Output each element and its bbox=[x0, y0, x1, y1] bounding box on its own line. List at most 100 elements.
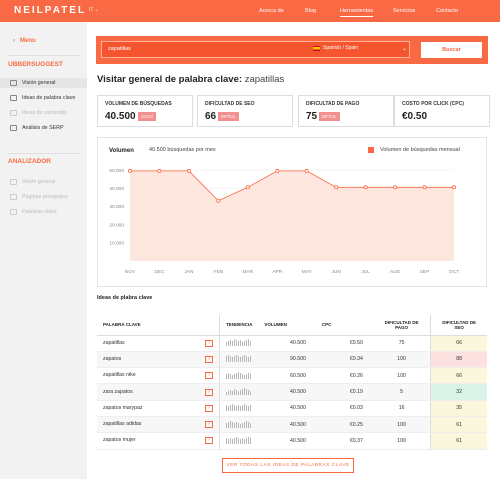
open-trend-icon[interactable]: › bbox=[205, 339, 214, 347]
nav-link-0[interactable]: Acerca de bbox=[259, 8, 284, 14]
metric-card-2: DIFICULTAD DE PAGO 75 DIFÍCIL bbox=[298, 95, 394, 127]
volume-cell: 90.500 bbox=[258, 351, 316, 369]
data-point[interactable] bbox=[245, 185, 250, 190]
open-trend-icon[interactable]: › bbox=[205, 388, 214, 396]
keyword-cell[interactable]: zara zapatos › bbox=[97, 383, 220, 401]
x-tick-label: MAY bbox=[302, 269, 313, 275]
trend-cell bbox=[219, 432, 259, 450]
nav-link-4[interactable]: Contacto bbox=[436, 8, 459, 14]
paid-difficulty-cell: 16 bbox=[372, 400, 431, 417]
table-row[interactable]: zapatillas › 40.500 €0.50 75 66 bbox=[97, 335, 487, 352]
data-point[interactable] bbox=[186, 168, 191, 173]
data-point[interactable] bbox=[451, 185, 456, 190]
page-title-keyword: zapatillas bbox=[244, 74, 285, 85]
keyword-cell[interactable]: zapatillas adidas › bbox=[97, 416, 220, 434]
data-point[interactable] bbox=[216, 198, 221, 203]
keyword-cell[interactable]: zapatos mujer › bbox=[97, 432, 220, 450]
search-button[interactable]: Buscar bbox=[421, 42, 482, 58]
open-trend-icon[interactable]: › bbox=[205, 421, 214, 429]
language-switch[interactable]: IT ⌄ bbox=[89, 7, 99, 13]
keyword-cell[interactable]: zapatillas › bbox=[97, 335, 220, 352]
x-tick-label: AUG bbox=[390, 269, 401, 275]
trend-sparkline bbox=[226, 436, 252, 444]
metric-value: 66 bbox=[205, 111, 217, 122]
table-row[interactable]: zapatillas nike › 60.500 €0.26 100 66 bbox=[97, 367, 487, 385]
volume-cell: 40.500 bbox=[258, 400, 316, 417]
table-header-4[interactable]: DIFICULTAD DE PAGO bbox=[372, 315, 431, 336]
metric-badge: SAXO bbox=[138, 112, 156, 121]
table-row[interactable]: zara zapatos › 40.500 €0.19 5 32 bbox=[97, 383, 487, 401]
chart-subtitle: 40.500 búsquedas por mes bbox=[149, 147, 216, 153]
metric-value: €0.50 bbox=[402, 111, 428, 122]
volume-cell: 40.500 bbox=[258, 416, 316, 434]
sidebar-item-items1-1[interactable]: Ideas de palabra clave bbox=[10, 93, 85, 103]
trend-sparkline bbox=[226, 354, 252, 363]
section-title-ubersuggest: UBBERSUGGEST bbox=[8, 61, 63, 68]
chart-title: Volumen bbox=[109, 148, 134, 154]
open-trend-icon[interactable]: › bbox=[205, 355, 214, 363]
open-trend-icon[interactable]: › bbox=[205, 404, 214, 412]
x-tick-label: JUL bbox=[361, 269, 370, 275]
table-row[interactable]: zapatos › 90.500 €0.34 100 88 bbox=[97, 351, 487, 369]
sidebar-item-items1-3[interactable]: Análisis de SERP bbox=[10, 123, 85, 133]
metric-badge: DIFÍCIL bbox=[218, 112, 239, 121]
cpc-cell: €0.19 bbox=[315, 383, 373, 401]
data-point[interactable] bbox=[127, 168, 132, 173]
data-point[interactable] bbox=[393, 185, 398, 190]
table-header-3[interactable]: CPC bbox=[315, 315, 373, 336]
data-point[interactable] bbox=[304, 168, 309, 173]
cpc-cell: €0.03 bbox=[315, 400, 373, 417]
chart-legend[interactable]: Volumen de búsquedas mensual bbox=[368, 147, 460, 153]
trend-sparkline bbox=[226, 420, 252, 428]
menu-back-button[interactable]: ‹ Menu bbox=[13, 38, 36, 44]
open-trend-icon[interactable]: › bbox=[205, 437, 214, 445]
keyword-cell[interactable]: zapatos marypaz › bbox=[97, 400, 220, 417]
sidebar-item-label: Visión general bbox=[22, 80, 56, 86]
trend-cell bbox=[219, 335, 259, 352]
keyword-cell[interactable]: zapatillas nike › bbox=[97, 367, 220, 385]
table-row[interactable]: zapatos mujer › 40.500 €0.37 100 61 bbox=[97, 432, 487, 450]
top-nav: NEILPATEL IT ⌄ Acerca de Blog Herramientas… bbox=[0, 0, 500, 22]
sidebar-item-items2-0[interactable]: Visión general bbox=[10, 177, 85, 187]
sidebar-item-items2-2[interactable]: Palabras clave bbox=[10, 207, 85, 217]
sidebar-item-items2-1[interactable]: Páginas principales bbox=[10, 192, 85, 202]
brand-logo[interactable]: NEILPATEL bbox=[14, 5, 87, 16]
table-header-5[interactable]: DIFICULTAD DE SEO bbox=[430, 315, 487, 336]
nav-link-2[interactable]: Herramientas bbox=[340, 8, 374, 17]
keyword-text: zapatillas nike bbox=[103, 372, 136, 379]
table-row[interactable]: zapatillas adidas › 40.500 €0.25 100 61 bbox=[97, 416, 487, 434]
data-point[interactable] bbox=[363, 185, 368, 190]
language-select[interactable]: Spanish / Spain bbox=[313, 45, 358, 51]
sidebar-item-icon bbox=[10, 179, 17, 185]
metric-label: DIFICULTAD DE PAGO bbox=[306, 101, 360, 107]
keyword-cell[interactable]: zapatos › bbox=[97, 351, 220, 369]
data-point[interactable] bbox=[422, 185, 427, 190]
divider bbox=[8, 153, 80, 154]
keyword-text: zapatos mujer bbox=[103, 437, 136, 444]
cpc-cell: €0.34 bbox=[315, 351, 373, 369]
x-tick-label: APR bbox=[272, 269, 282, 275]
data-point[interactable] bbox=[334, 185, 339, 190]
paid-difficulty-cell: 100 bbox=[372, 416, 431, 434]
data-point[interactable] bbox=[157, 168, 162, 173]
sidebar-item-items1-2[interactable]: Ideas de contenido bbox=[10, 108, 85, 118]
chevron-down-icon[interactable]: ⌄ bbox=[402, 46, 408, 52]
table-header-1[interactable]: TENDENCIA bbox=[219, 315, 259, 336]
table-header-0[interactable]: PALABRA CLAVE bbox=[97, 315, 220, 336]
keyword-text: zapatillas bbox=[103, 339, 125, 346]
nav-link-3[interactable]: Servicios bbox=[393, 8, 416, 14]
view-all-ideas-button[interactable]: VER TODAS LAS IDEAS DE PALABRAS CLAVE bbox=[222, 458, 354, 473]
table-row[interactable]: zapatos marypaz › 40.500 €0.03 16 35 bbox=[97, 400, 487, 417]
open-trend-icon[interactable]: › bbox=[205, 372, 214, 380]
trend-sparkline bbox=[226, 387, 252, 396]
sidebar-item-label: Visión general bbox=[22, 179, 56, 185]
sidebar-item-items1-0[interactable]: Visión general bbox=[0, 78, 87, 88]
data-point[interactable] bbox=[275, 168, 280, 173]
metric-badge: DIFÍCIL bbox=[319, 112, 340, 121]
x-tick-label: DEC bbox=[154, 269, 165, 275]
x-tick-label: NOV bbox=[125, 269, 136, 275]
nav-link-1[interactable]: Blog bbox=[305, 8, 317, 14]
seo-difficulty-cell: 88 bbox=[430, 351, 487, 369]
table-header-2[interactable]: VOLUMEN bbox=[258, 315, 316, 336]
search-input[interactable]: zapatillas bbox=[101, 41, 410, 58]
